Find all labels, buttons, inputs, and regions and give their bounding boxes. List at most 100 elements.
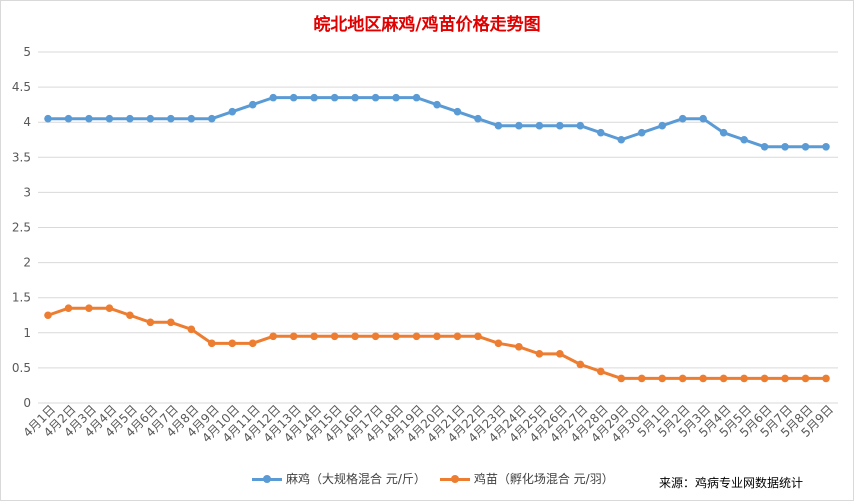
data-point <box>207 114 216 123</box>
legend-swatch-series-1 <box>252 474 282 484</box>
legend-label-series-1: 麻鸡（大规格混合 元/斤） <box>286 472 426 486</box>
legend-label-series-2: 鸡苗（孵化场混合 元/羽） <box>473 472 614 486</box>
data-point <box>781 142 789 151</box>
data-point <box>515 121 523 130</box>
data-point <box>167 318 175 327</box>
data-point <box>535 121 544 130</box>
data-point <box>678 114 687 123</box>
y-tick-label: 5 <box>23 45 31 59</box>
data-point <box>658 374 667 383</box>
data-point <box>351 332 359 341</box>
data-point <box>576 360 585 369</box>
data-point <box>412 93 421 102</box>
data-point <box>146 318 155 327</box>
data-point <box>248 339 257 348</box>
data-point <box>535 350 544 358</box>
y-tick-label: 1 <box>23 326 31 340</box>
data-point <box>392 93 400 102</box>
data-point <box>494 339 503 348</box>
data-point <box>228 339 237 348</box>
data-point <box>822 374 830 383</box>
data-point <box>351 93 359 102</box>
data-point <box>617 135 626 144</box>
data-point <box>248 100 257 109</box>
data-point <box>556 121 564 130</box>
data-point <box>64 114 73 123</box>
data-point <box>740 135 748 144</box>
data-point <box>228 107 237 116</box>
y-tick-label: 2.5 <box>12 221 31 235</box>
data-point <box>310 93 318 102</box>
data-point <box>85 304 93 313</box>
data-point <box>146 114 155 123</box>
legend-item-series-1: 麻鸡（大规格混合 元/斤） <box>252 470 426 487</box>
data-point <box>760 142 769 151</box>
data-point <box>822 142 830 151</box>
y-tick-label: 1.5 <box>12 291 31 305</box>
data-point <box>289 93 298 102</box>
data-point <box>453 107 462 116</box>
data-point <box>187 325 196 334</box>
y-tick-label: 4.5 <box>12 80 31 94</box>
data-point <box>167 114 175 123</box>
data-point <box>126 311 134 320</box>
legend: 麻鸡（大规格混合 元/斤） 鸡苗（孵化场混合 元/羽） <box>252 470 628 487</box>
data-point <box>556 350 564 358</box>
y-tick-label: 0 <box>23 396 31 410</box>
data-point <box>330 93 339 102</box>
data-point <box>474 332 482 341</box>
data-point <box>105 304 114 313</box>
data-point <box>371 93 380 102</box>
data-point <box>576 121 585 130</box>
data-point <box>801 374 810 383</box>
data-point <box>371 332 380 341</box>
data-point <box>719 374 728 383</box>
data-point <box>596 367 605 376</box>
data-point <box>412 332 421 341</box>
data-point <box>678 374 687 383</box>
data-point <box>433 100 441 109</box>
data-point <box>126 114 134 123</box>
data-point <box>658 121 667 130</box>
legend-item-series-2: 鸡苗（孵化场混合 元/羽） <box>439 470 614 487</box>
data-point <box>760 374 769 383</box>
data-point <box>269 332 278 341</box>
data-point <box>289 332 298 341</box>
data-point <box>781 374 789 383</box>
data-point <box>453 332 462 341</box>
data-point <box>801 142 810 151</box>
chart-title: 皖北地区麻鸡/鸡苗价格走势图 <box>313 15 541 35</box>
data-point <box>187 114 196 123</box>
source-note: 来源：鸡病专业网数据统计 <box>659 476 804 490</box>
data-point <box>269 93 278 102</box>
data-point <box>64 304 73 313</box>
data-point <box>719 128 728 137</box>
data-point <box>310 332 318 341</box>
data-point <box>105 114 114 123</box>
data-point <box>596 128 605 137</box>
data-point <box>207 339 216 348</box>
data-point <box>44 311 52 320</box>
data-point <box>85 114 93 123</box>
data-point <box>44 114 52 123</box>
data-point <box>740 374 748 383</box>
data-point <box>637 128 646 137</box>
legend-swatch-series-2 <box>439 474 470 484</box>
data-point <box>433 332 441 341</box>
data-point <box>699 114 707 123</box>
y-tick-label: 4 <box>23 115 31 129</box>
data-point <box>617 374 626 383</box>
data-point <box>330 332 339 341</box>
data-point <box>494 121 503 130</box>
y-tick-label: 3.5 <box>12 150 31 164</box>
data-point <box>392 332 400 341</box>
y-tick-label: 0.5 <box>12 361 31 375</box>
data-point <box>637 374 646 383</box>
data-point <box>699 374 707 383</box>
data-point <box>515 343 523 351</box>
y-tick-label: 2 <box>23 256 31 270</box>
data-point <box>474 114 482 123</box>
y-tick-label: 3 <box>23 185 31 199</box>
